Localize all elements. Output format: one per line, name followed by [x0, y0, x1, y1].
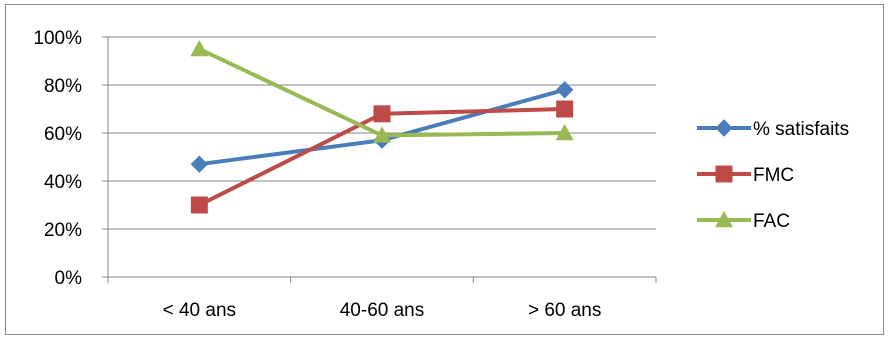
y-tick-label: 60% — [44, 124, 82, 145]
legend-fac-label: FAC — [753, 211, 790, 232]
series-fac-point — [190, 40, 209, 57]
x-tick-label: 40-60 ans — [340, 300, 425, 321]
y-tick-label: 80% — [44, 76, 82, 97]
legend-fmc-label: FMC — [753, 165, 794, 186]
series-fmc-point — [373, 105, 391, 123]
y-tick-label: 20% — [44, 220, 82, 241]
legend-satisfaits-label: % satisfaits — [753, 119, 849, 140]
chart-area — [5, 4, 884, 335]
x-tick-label: > 60 ans — [528, 300, 601, 321]
legend-fac-marker — [715, 211, 733, 228]
series-satisfaits-point — [555, 81, 574, 99]
series-fmc-point — [556, 100, 574, 118]
series-satisfaits-point — [190, 155, 209, 173]
legend-satisfaits-marker — [715, 119, 733, 137]
series-fac-point — [373, 126, 391, 143]
y-tick-label: 100% — [33, 28, 82, 49]
series-fac-line — [198, 47, 565, 138]
y-tick-label: 0% — [55, 268, 83, 289]
y-tick-label: 40% — [44, 172, 82, 193]
legend-fmc-marker — [715, 165, 733, 183]
x-tick-label: < 40 ans — [163, 300, 236, 321]
series-fmc-point — [190, 196, 208, 214]
series-fac-point — [555, 124, 574, 141]
